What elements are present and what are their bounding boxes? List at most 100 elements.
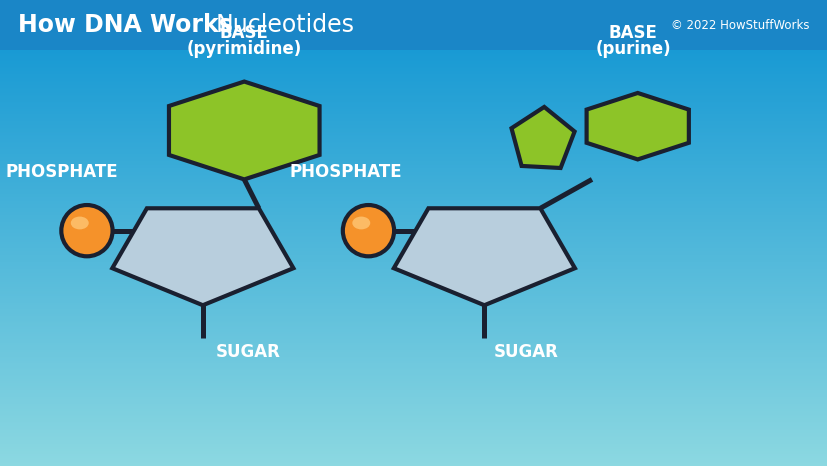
Bar [0,88,827,89]
Bar [0,96,827,97]
Bar [0,437,827,439]
Bar [0,343,827,344]
Bar [0,157,827,158]
Bar [0,281,827,282]
Bar [0,228,827,229]
Bar [0,365,827,366]
Bar [0,170,827,171]
Bar [0,304,827,305]
Bar [0,174,827,175]
Bar [0,347,827,348]
Bar [0,85,827,86]
Bar [0,409,827,411]
Polygon shape [394,208,574,305]
Polygon shape [511,107,574,168]
Bar [0,436,827,437]
Bar [0,59,827,60]
Bar [0,416,827,418]
Bar [0,267,827,268]
Bar [0,237,827,239]
Bar [0,373,827,375]
Bar [0,368,827,369]
Bar [0,344,827,345]
Bar [0,264,827,265]
Bar [0,196,827,197]
Bar [0,293,827,294]
Bar [0,222,827,224]
Bar [0,135,827,136]
Bar [0,137,827,139]
Bar [0,265,827,267]
Bar [0,290,827,291]
Bar [0,139,827,140]
Bar [0,127,827,128]
Bar [0,109,827,110]
Bar [0,231,827,232]
Bar [0,194,827,196]
Bar [0,207,827,208]
Bar [0,452,827,453]
Bar [0,271,827,272]
Bar [0,67,827,69]
Text: SUGAR: SUGAR [493,343,557,361]
Bar [0,95,827,96]
Bar [0,279,827,281]
Bar [0,193,827,194]
Bar [0,75,827,76]
Bar [0,117,827,118]
Bar [0,125,827,127]
Bar [0,390,827,391]
Bar [0,283,827,284]
Bar [0,275,827,276]
Bar [0,380,827,382]
Bar [0,142,827,143]
Bar [0,288,827,290]
Bar [0,93,827,95]
Bar [0,106,827,107]
Bar [0,221,827,222]
Bar [0,442,827,444]
Ellipse shape [342,205,394,256]
Bar [0,366,827,368]
Bar [0,199,827,200]
Bar [0,239,827,240]
Bar [0,158,827,160]
Bar [0,236,827,237]
Bar [0,307,827,308]
Bar [0,149,827,150]
Bar [0,321,827,322]
Bar [0,382,827,383]
Bar [0,81,827,82]
Bar [0,446,827,448]
Bar [0,121,827,123]
Bar [0,114,827,116]
Bar [0,248,827,250]
Bar [0,453,827,455]
Bar [0,110,827,111]
Bar [0,218,827,219]
Bar [0,103,827,104]
Bar [0,322,827,323]
Bar [0,298,827,300]
Bar [0,53,827,55]
Bar [0,241,827,243]
Bar [0,186,827,187]
Bar [0,50,827,52]
Bar [0,440,827,441]
Bar [0,398,827,399]
Bar [0,311,827,312]
Text: PHOSPHATE: PHOSPHATE [289,164,402,181]
Bar [0,210,827,211]
Bar [0,337,827,338]
Bar [0,269,827,271]
Polygon shape [586,93,688,159]
Bar [0,395,827,397]
Bar [0,76,827,78]
Bar [0,462,827,463]
Bar [0,354,827,355]
Bar [0,408,827,409]
Bar [0,57,827,59]
Bar [0,120,827,121]
Ellipse shape [351,217,370,229]
Bar [0,423,827,425]
